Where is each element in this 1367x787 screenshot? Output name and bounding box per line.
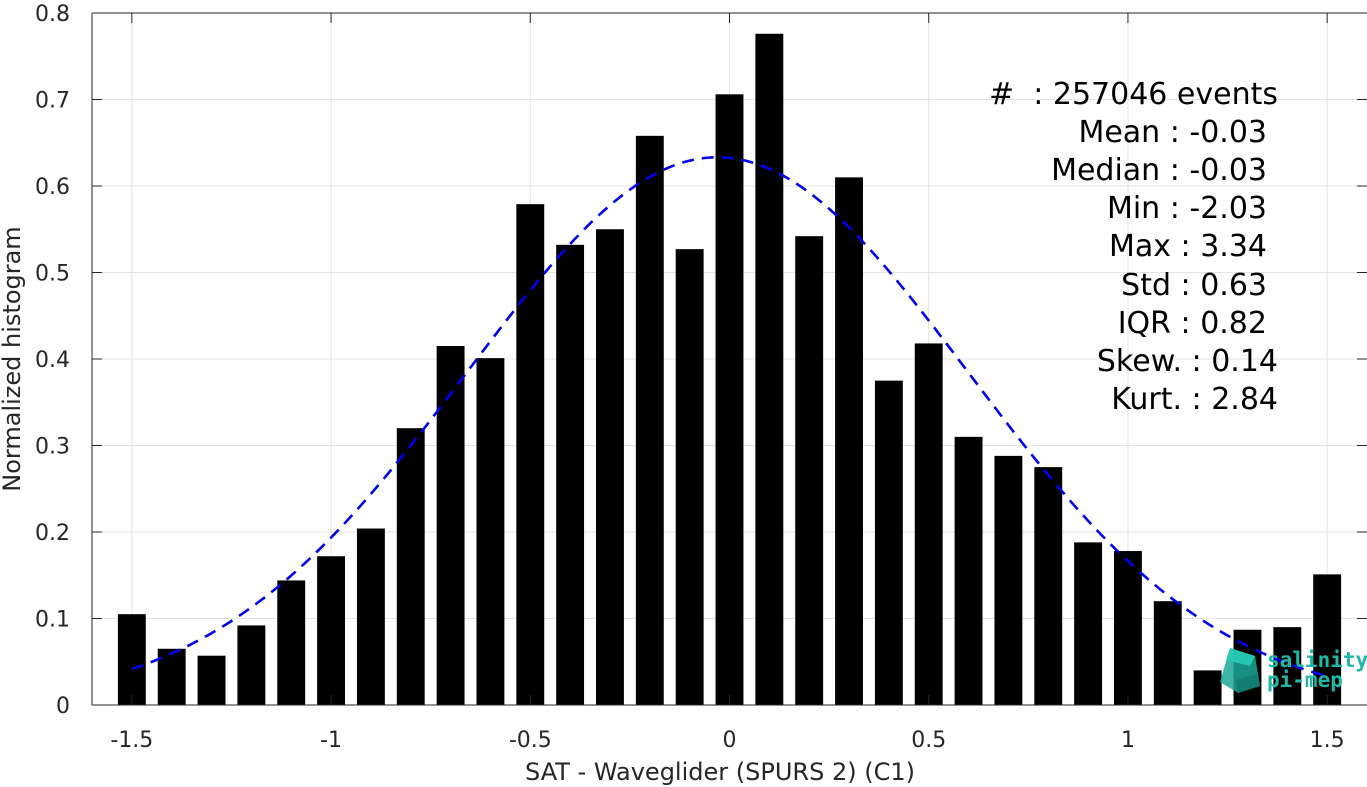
y-tick-label: 0.6	[35, 175, 70, 200]
stats-std: Std : 0.63	[1121, 268, 1267, 303]
y-tick-label: 0.8	[35, 2, 70, 27]
y-tick-label: 0.2	[35, 521, 70, 546]
logo-line1: salinity	[1267, 648, 1367, 672]
histogram-bar	[874, 380, 903, 705]
x-tick-label: 0.5	[911, 728, 946, 753]
histogram-bar	[516, 204, 545, 706]
histogram-bar	[755, 33, 784, 705]
x-tick-label: -1	[320, 728, 342, 753]
y-tick-label: 0.3	[35, 435, 70, 460]
x-tick-labels: -1.5 -1 -0.5 0 0.5 1 1.5	[110, 728, 1344, 753]
histogram-bar	[596, 229, 624, 705]
x-tick-label: 0	[723, 728, 737, 753]
stats-events: # : 257046 events	[989, 77, 1278, 112]
histogram-bar	[317, 556, 346, 705]
stats-min: Min : -2.03	[1107, 191, 1267, 226]
histogram-bar	[1153, 601, 1182, 705]
histogram-bar	[635, 135, 664, 705]
gaussian-fit-curve	[131, 155, 1328, 678]
histogram-bar	[356, 528, 385, 705]
x-axis-label: SAT - Waveglider (SPURS 2) (C1)	[525, 758, 915, 786]
histogram-bar	[1074, 542, 1103, 705]
y-tick-label: 0	[56, 694, 70, 719]
salinity-pimep-logo: salinity pi-mep	[1220, 648, 1367, 693]
statistics-box: # : 257046 events Mean : -0.03 Median : …	[989, 77, 1278, 417]
histogram-bar	[795, 236, 824, 706]
x-tick-label: 1.5	[1310, 728, 1345, 753]
histogram-bar	[994, 455, 1023, 705]
histogram-bar	[197, 655, 226, 705]
histogram-bar	[396, 428, 425, 705]
y-tick-label: 0.4	[35, 348, 70, 373]
histogram-bar	[835, 177, 863, 706]
stats-mean: Mean : -0.03	[1078, 115, 1267, 150]
y-tick-label: 0.7	[35, 89, 70, 114]
histogram-bar	[1113, 551, 1142, 705]
histogram-bars	[117, 33, 1342, 706]
histogram-bar	[914, 343, 943, 705]
x-tick-label: -1.5	[110, 728, 153, 753]
histogram-bar	[157, 648, 186, 705]
histogram-bar	[954, 436, 983, 705]
histogram-bar	[237, 625, 266, 705]
histogram-bar	[556, 244, 585, 705]
y-tick-labels: 0 0.1 0.2 0.3 0.4 0.5 0.6 0.7 0.8	[35, 2, 70, 719]
cube-icon	[1220, 648, 1260, 693]
axes-frame	[91, 12, 1367, 706]
y-tick-label: 0.5	[35, 262, 70, 287]
histogram-bar	[1193, 670, 1222, 705]
histogram-bar	[476, 358, 505, 705]
stats-skew: Skew. : 0.14	[1097, 344, 1278, 379]
histogram-bar	[675, 249, 704, 705]
histogram-bar	[1313, 574, 1342, 705]
logo-line2: pi-mep	[1267, 668, 1343, 692]
histogram-bar	[117, 614, 146, 705]
y-axis-label: Normalized histogram	[0, 226, 26, 491]
x-tick-label: -0.5	[509, 728, 552, 753]
histogram-bar	[715, 94, 744, 705]
histogram-bar	[436, 346, 465, 705]
stats-median: Median : -0.03	[1051, 153, 1267, 188]
x-tick-label: 1	[1121, 728, 1135, 753]
histogram-bar	[277, 580, 306, 705]
stats-max: Max : 3.34	[1109, 229, 1267, 264]
histogram-bar	[1034, 467, 1063, 705]
stats-kurt: Kurt. : 2.84	[1111, 382, 1278, 417]
y-tick-label: 0.1	[35, 608, 70, 633]
stats-iqr: IQR : 0.82	[1118, 306, 1267, 341]
